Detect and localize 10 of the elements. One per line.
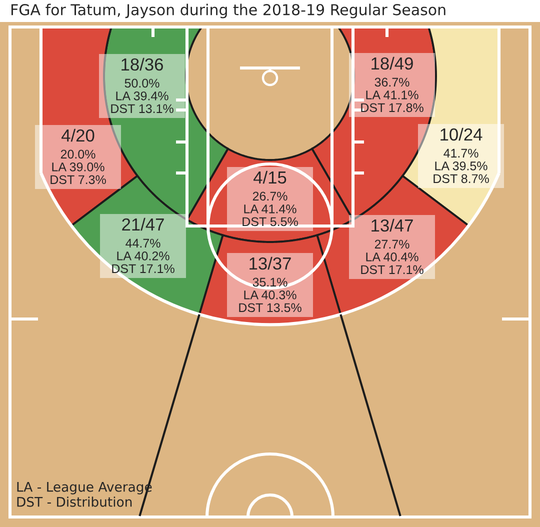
data-label: 4/15 26.7% LA 41.4% DST 5.5%: [242, 170, 298, 226]
text: FGA for Tatum, Jayson during the 2018-19 Regular Season: [11, 4, 446, 18]
data-label: 13/47 27.7% LA 40.4% DST 17.1%: [361, 218, 424, 274]
data-label: 21/47 44.7% LA 40.2% DST 17.1%: [112, 218, 174, 274]
data-label: 4/20 20.0% LA 39.0% DST 7.3%: [50, 128, 106, 184]
data-label: 18/49 36.7% LA 41.1% DST 17.8%: [361, 56, 424, 112]
text: DST - Distribution: [17, 496, 132, 507]
data-label: 10/24 41.7% LA 39.5% DST 8.7%: [434, 128, 489, 184]
data-label: 18/36 50.0% LA 39.4% DST 13.1%: [111, 58, 174, 114]
data-label: 13/37 35.1% LA 40.3% DST 13.5%: [239, 256, 302, 312]
